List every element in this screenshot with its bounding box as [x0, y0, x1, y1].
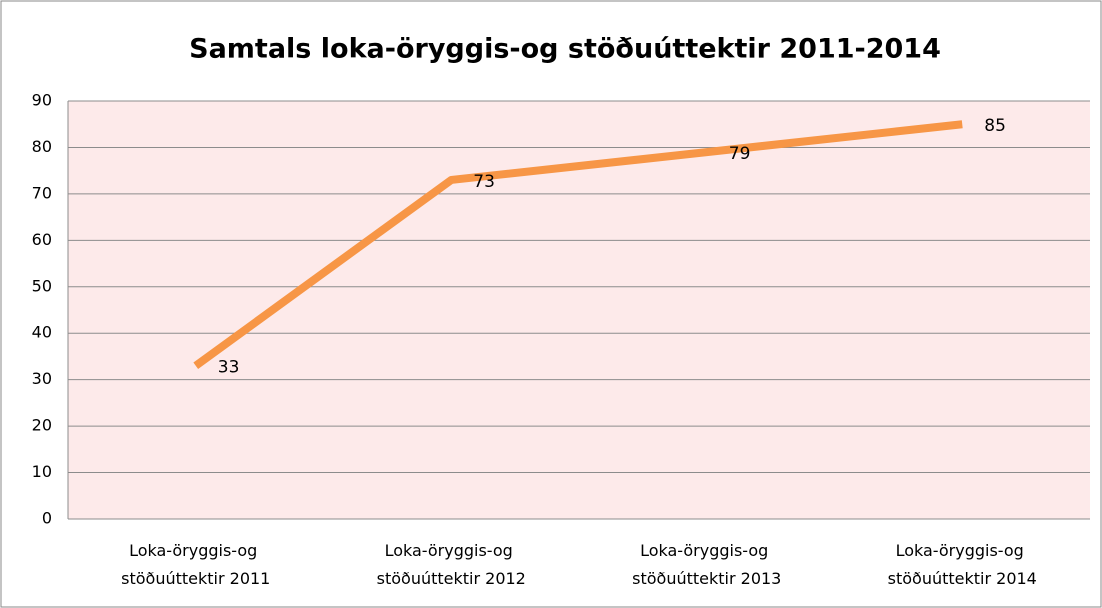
- data-label: 79: [729, 144, 751, 164]
- y-tick-label: 80: [32, 137, 52, 156]
- x-tick-label: Loka-öryggis-og stöðuúttektir 2012: [377, 541, 526, 588]
- data-label: 73: [473, 172, 495, 192]
- y-tick-label: 10: [32, 462, 52, 481]
- y-tick-label: 50: [32, 276, 52, 295]
- y-tick-label: 70: [32, 183, 52, 202]
- data-label: 33: [218, 358, 240, 378]
- y-tick-label: 60: [32, 230, 52, 249]
- x-tick-label: Loka-öryggis-og stöðuúttektir 2011: [121, 541, 270, 588]
- y-tick-label: 0: [42, 509, 52, 528]
- y-tick-label: 90: [32, 91, 52, 110]
- y-tick-label: 40: [32, 323, 52, 342]
- line-series: [193, 120, 963, 369]
- data-label: 85: [984, 116, 1006, 136]
- x-tick-label: Loka-öryggis-og stöðuúttektir 2013: [632, 541, 781, 588]
- chart-title: Samtals loka-öryggis-og stöðuúttektir 20…: [189, 34, 941, 65]
- x-tick-label: Loka-öryggis-og stöðuúttektir 2014: [888, 541, 1037, 588]
- plot-area: [68, 101, 1090, 519]
- y-tick-label: 30: [32, 369, 52, 388]
- y-tick-label: 20: [32, 416, 52, 435]
